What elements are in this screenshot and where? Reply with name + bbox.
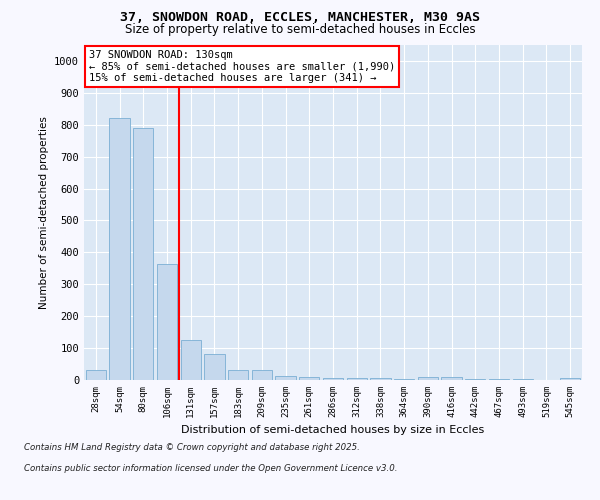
Bar <box>109 118 130 380</box>
Text: Size of property relative to semi-detached houses in Eccles: Size of property relative to semi-detach… <box>125 22 475 36</box>
Bar <box>228 370 248 380</box>
Bar <box>560 378 580 380</box>
Bar <box>299 378 319 380</box>
Bar <box>489 379 509 380</box>
Bar <box>252 370 272 380</box>
Text: Contains public sector information licensed under the Open Government Licence v3: Contains public sector information licen… <box>24 464 398 473</box>
Bar <box>512 379 533 380</box>
Text: 37, SNOWDON ROAD, ECCLES, MANCHESTER, M30 9AS: 37, SNOWDON ROAD, ECCLES, MANCHESTER, M3… <box>120 11 480 24</box>
Bar <box>181 340 201 380</box>
Bar <box>323 378 343 380</box>
Bar <box>418 377 438 380</box>
Bar <box>347 378 367 380</box>
Y-axis label: Number of semi-detached properties: Number of semi-detached properties <box>38 116 49 309</box>
Bar <box>205 354 224 380</box>
Bar <box>394 379 414 380</box>
X-axis label: Distribution of semi-detached houses by size in Eccles: Distribution of semi-detached houses by … <box>181 426 485 436</box>
Bar <box>465 379 485 380</box>
Text: 37 SNOWDON ROAD: 130sqm
← 85% of semi-detached houses are smaller (1,990)
15% of: 37 SNOWDON ROAD: 130sqm ← 85% of semi-de… <box>89 50 395 83</box>
Text: Contains HM Land Registry data © Crown copyright and database right 2025.: Contains HM Land Registry data © Crown c… <box>24 442 360 452</box>
Bar <box>370 378 391 380</box>
Bar <box>442 377 461 380</box>
Bar <box>133 128 154 380</box>
Bar <box>157 264 177 380</box>
Bar <box>275 376 296 380</box>
Bar <box>86 370 106 380</box>
